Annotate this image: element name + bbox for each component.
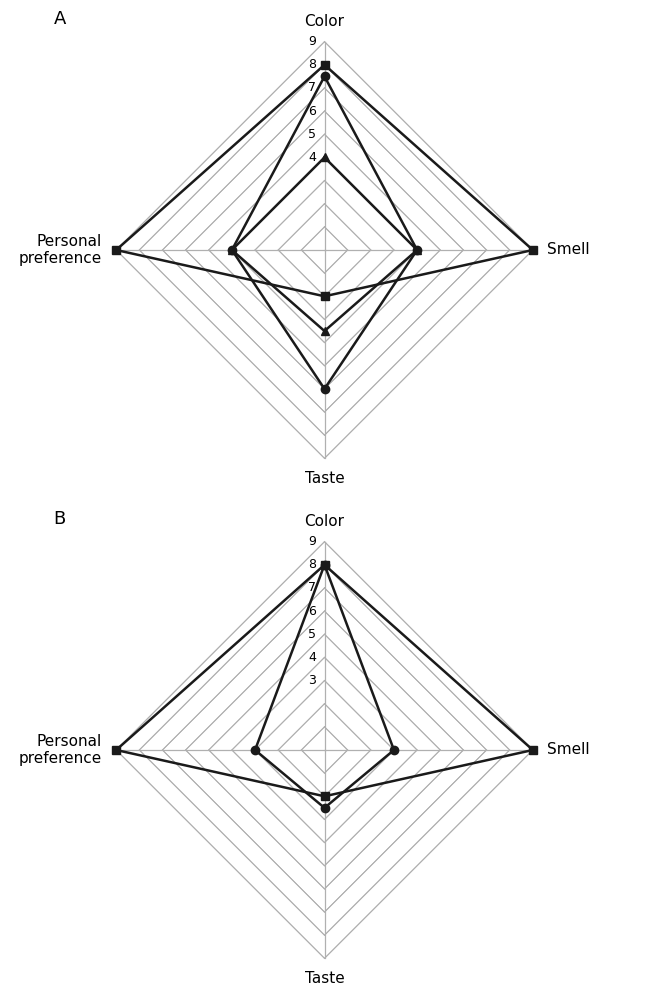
Text: Taste: Taste	[304, 471, 345, 486]
Text: 4: 4	[308, 651, 316, 664]
Text: B: B	[54, 510, 66, 528]
Text: Personal
preference: Personal preference	[18, 234, 102, 266]
Text: 5: 5	[308, 628, 316, 641]
Text: 8: 8	[308, 558, 316, 571]
Text: 9: 9	[308, 535, 316, 548]
Text: Smell: Smell	[547, 242, 590, 257]
Text: 6: 6	[308, 605, 316, 618]
Text: Color: Color	[304, 514, 345, 529]
Text: 6: 6	[308, 105, 316, 118]
Text: Smell: Smell	[547, 742, 590, 758]
Text: Color: Color	[304, 14, 345, 29]
Text: 7: 7	[308, 581, 316, 594]
Text: A: A	[54, 10, 66, 28]
Text: 9: 9	[308, 35, 316, 48]
Text: 4: 4	[308, 151, 316, 164]
Text: 5: 5	[308, 128, 316, 141]
Text: 8: 8	[308, 58, 316, 71]
Text: Personal
preference: Personal preference	[18, 734, 102, 766]
Text: 7: 7	[308, 81, 316, 94]
Text: 3: 3	[308, 674, 316, 687]
Text: Taste: Taste	[304, 971, 345, 986]
